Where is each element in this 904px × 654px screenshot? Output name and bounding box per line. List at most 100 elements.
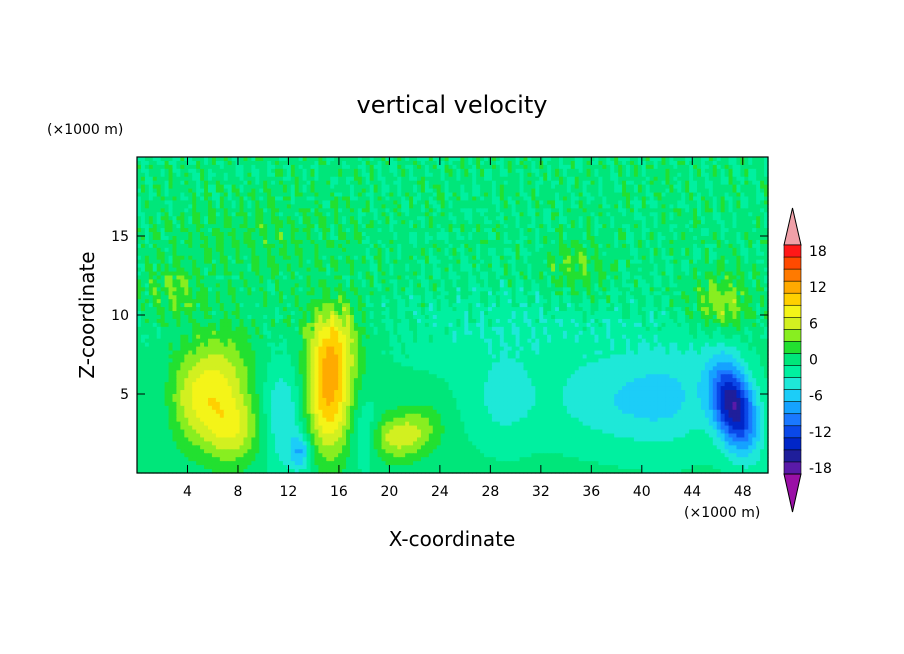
field-cell <box>551 204 556 209</box>
field-cell <box>685 228 690 233</box>
field-cell <box>653 176 659 182</box>
field-cell <box>673 196 678 202</box>
field-cell <box>708 212 714 217</box>
field-cell <box>582 228 588 233</box>
field-cell <box>275 267 280 273</box>
field-cell <box>626 216 631 221</box>
field-cell <box>641 160 647 166</box>
field-cell <box>172 200 178 205</box>
field-cell <box>144 236 150 241</box>
field-cell <box>318 247 323 253</box>
field-cell <box>424 168 430 174</box>
field-cell <box>633 216 639 221</box>
field-cell <box>716 275 722 281</box>
field-cell <box>669 243 674 249</box>
field-cell <box>227 251 233 257</box>
field-cell <box>160 160 166 166</box>
field-cell <box>417 275 422 281</box>
field-cell <box>503 259 509 265</box>
field-cell <box>724 236 730 241</box>
field-cell <box>357 220 363 225</box>
field-cell <box>377 204 383 209</box>
field-cell <box>204 263 209 269</box>
field-cell <box>764 192 769 198</box>
field-cell <box>700 176 706 182</box>
field-cell <box>247 196 252 202</box>
field-cell <box>535 224 540 229</box>
field-cell <box>480 236 485 241</box>
field-cell <box>499 228 505 233</box>
field-cell <box>259 164 264 170</box>
field-cell <box>267 208 272 213</box>
field-cell <box>409 200 414 205</box>
field-cell <box>377 184 383 190</box>
field-cell <box>720 212 726 217</box>
field-cell <box>420 212 426 217</box>
field-cell <box>618 239 623 245</box>
field-cell <box>480 220 485 225</box>
field-cell <box>137 271 142 277</box>
field-cell <box>448 267 454 273</box>
field-cell <box>326 216 331 221</box>
field-cell <box>290 192 296 198</box>
field-cell <box>140 208 146 213</box>
field-cell <box>456 259 461 265</box>
field-cell <box>716 200 722 205</box>
field-cell <box>503 251 509 257</box>
field-cell <box>413 176 418 182</box>
field-cell <box>708 172 714 178</box>
field-cell <box>278 176 284 182</box>
field-cell <box>535 208 540 213</box>
field-cell <box>413 224 418 229</box>
field-cell <box>440 208 446 213</box>
field-cell <box>657 212 663 217</box>
field-cell <box>286 263 292 269</box>
field-cell <box>357 204 363 209</box>
field-cell <box>752 216 757 221</box>
field-cell <box>278 251 284 257</box>
field-cell <box>164 192 170 198</box>
field-cell <box>448 228 454 233</box>
field-cell <box>346 271 351 277</box>
field-cell <box>223 212 229 217</box>
field-cell <box>555 204 560 209</box>
field-cell <box>428 224 434 229</box>
field-cell <box>531 192 536 198</box>
field-cell <box>409 255 414 261</box>
field-cell <box>629 271 635 277</box>
field-cell <box>626 255 631 261</box>
field-cell <box>286 168 292 174</box>
field-cell <box>440 275 446 281</box>
field-cell <box>677 188 682 194</box>
field-cell <box>409 196 414 202</box>
field-cell <box>164 236 170 241</box>
field-cell <box>326 208 331 213</box>
field-cell <box>582 184 588 190</box>
field-cell <box>551 157 556 162</box>
field-cell <box>389 188 394 194</box>
field-cell <box>409 160 414 166</box>
field-cell <box>527 208 532 213</box>
field-cell <box>535 188 540 194</box>
field-cell <box>306 168 312 174</box>
field-cell <box>271 251 276 257</box>
field-cell <box>724 216 730 221</box>
field-cell <box>369 200 375 205</box>
field-cell <box>401 208 406 213</box>
field-cell <box>428 271 434 277</box>
field-cell <box>523 208 529 213</box>
field-cell <box>484 263 489 269</box>
field-cell <box>543 275 548 281</box>
field-cell <box>397 188 402 194</box>
field-cell <box>740 172 745 178</box>
field-cell <box>369 192 375 198</box>
field-cell <box>259 200 264 205</box>
field-cell <box>180 224 185 229</box>
field-cell <box>346 236 351 241</box>
field-cell <box>677 236 682 241</box>
field-cell <box>547 172 552 178</box>
field-cell <box>661 220 667 225</box>
field-cell <box>606 271 611 277</box>
field-cell <box>452 176 458 182</box>
field-cell <box>243 192 249 198</box>
